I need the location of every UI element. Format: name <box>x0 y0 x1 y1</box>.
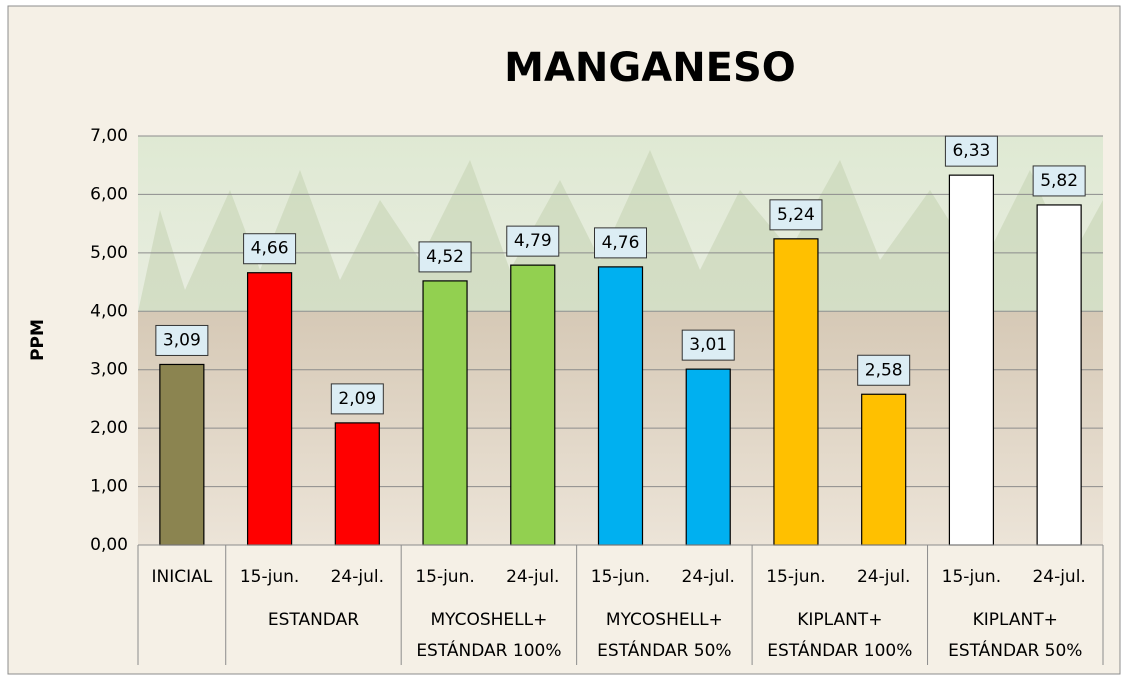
x-tick-label: 24-jul. <box>331 567 384 587</box>
group-label: MYCOSHELL+ <box>430 610 547 630</box>
group-label: ESTÁNDAR 50% <box>948 639 1082 661</box>
y-tick-label: 0,00 <box>90 535 128 555</box>
value-label: 5,82 <box>1040 171 1078 191</box>
y-tick-label: 7,00 <box>90 126 128 146</box>
bar <box>862 394 906 545</box>
chart: MANGANESO PPM 0,00 1,00 2,00 3,00 4,00 5,00 6,… <box>0 0 1129 679</box>
y-tick-label: 2,00 <box>90 418 128 438</box>
x-tick-label: 15-jun. <box>240 567 299 587</box>
value-label: 4,66 <box>251 239 289 259</box>
x-tick-label: 15-jun. <box>942 567 1001 587</box>
x-tick-label: 24-jul. <box>682 567 735 587</box>
x-tick-label: 15-jun. <box>766 567 825 587</box>
value-label: 2,09 <box>338 389 376 409</box>
y-axis-label: PPM <box>28 319 48 361</box>
group-label: KIPLANT+ <box>797 610 882 630</box>
bar <box>160 364 204 545</box>
group-label: ESTÁNDAR 100% <box>767 639 912 661</box>
value-label: 3,09 <box>163 330 201 350</box>
group-label: ESTÁNDAR 50% <box>597 639 731 661</box>
x-tick-label: 24-jul. <box>1032 567 1085 587</box>
x-tick-label: INICIAL <box>151 567 212 587</box>
value-label: 5,24 <box>777 205 815 225</box>
chart-title: MANGANESO <box>504 45 796 91</box>
value-label: 3,01 <box>689 335 727 355</box>
group-label: ESTÁNDAR 100% <box>416 639 561 661</box>
value-label: 4,79 <box>514 231 552 251</box>
x-tick-label: 24-jul. <box>857 567 910 587</box>
x-tick-label: 24-jul. <box>506 567 559 587</box>
group-label: MYCOSHELL+ <box>606 610 723 630</box>
bar <box>248 273 292 545</box>
value-label: 4,76 <box>602 233 640 253</box>
bar <box>686 369 730 545</box>
value-label: 4,52 <box>426 247 464 267</box>
group-label: ESTANDAR <box>268 610 359 630</box>
x-tick-label: 15-jun. <box>415 567 474 587</box>
y-tick-label: 6,00 <box>90 184 128 204</box>
bar <box>423 281 467 545</box>
bar <box>511 265 555 545</box>
value-label: 2,58 <box>865 360 903 380</box>
x-tick-label: 15-jun. <box>591 567 650 587</box>
bar <box>335 423 379 545</box>
bar <box>949 175 993 545</box>
bar <box>599 267 643 545</box>
bar <box>1037 205 1081 545</box>
y-tick-label: 1,00 <box>90 477 128 497</box>
value-label: 6,33 <box>952 141 990 161</box>
y-tick-label: 4,00 <box>90 301 128 321</box>
group-label: KIPLANT+ <box>973 610 1058 630</box>
y-tick-label: 3,00 <box>90 360 128 380</box>
y-tick-label: 5,00 <box>90 243 128 263</box>
bar <box>774 239 818 545</box>
